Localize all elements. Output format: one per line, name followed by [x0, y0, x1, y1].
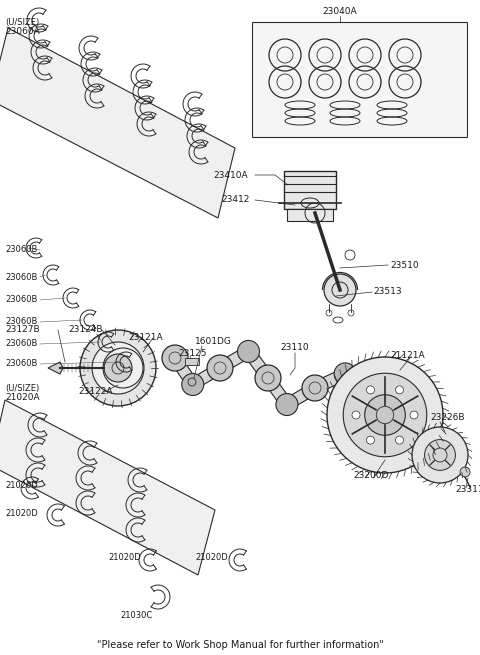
Circle shape — [343, 373, 427, 457]
Circle shape — [396, 386, 404, 394]
Circle shape — [425, 440, 456, 470]
Text: 23200D: 23200D — [353, 470, 388, 479]
Text: 23513: 23513 — [373, 288, 402, 297]
Text: 21020D: 21020D — [5, 481, 38, 491]
Text: 23226B: 23226B — [430, 413, 465, 422]
Text: 23060B: 23060B — [5, 246, 37, 255]
Circle shape — [92, 342, 144, 394]
Circle shape — [80, 330, 156, 406]
Polygon shape — [252, 22, 467, 137]
Text: 21020D: 21020D — [5, 508, 38, 517]
Polygon shape — [48, 362, 63, 374]
Text: (U/SIZE): (U/SIZE) — [5, 18, 39, 26]
Polygon shape — [0, 400, 215, 575]
Text: 1601DG: 1601DG — [195, 337, 232, 346]
Text: (U/SIZE): (U/SIZE) — [5, 383, 39, 392]
Circle shape — [182, 373, 204, 396]
Circle shape — [352, 411, 360, 419]
Polygon shape — [360, 394, 417, 439]
Circle shape — [365, 395, 405, 436]
Circle shape — [255, 365, 281, 391]
Circle shape — [238, 341, 260, 362]
Text: 21020D: 21020D — [108, 553, 141, 563]
Text: 23412: 23412 — [222, 195, 250, 204]
Polygon shape — [266, 370, 317, 413]
Polygon shape — [173, 350, 222, 392]
Circle shape — [402, 405, 428, 431]
Bar — [287, 209, 333, 221]
Circle shape — [162, 345, 188, 371]
Text: 23410A: 23410A — [214, 170, 248, 179]
Polygon shape — [218, 344, 270, 386]
Circle shape — [276, 394, 298, 415]
Circle shape — [367, 436, 374, 444]
Circle shape — [334, 363, 356, 385]
Text: 23110: 23110 — [281, 343, 309, 352]
Circle shape — [396, 436, 404, 444]
Text: 23121A: 23121A — [128, 333, 163, 343]
Text: 23125: 23125 — [178, 348, 206, 358]
Circle shape — [207, 355, 233, 381]
Text: 21020A: 21020A — [5, 394, 40, 403]
Polygon shape — [0, 28, 235, 218]
Bar — [185, 358, 199, 365]
Text: 21030C: 21030C — [120, 610, 152, 620]
Text: 23510: 23510 — [390, 261, 419, 269]
Text: 23060B: 23060B — [5, 339, 37, 348]
Text: 23060B: 23060B — [5, 318, 37, 326]
Text: 21020D: 21020D — [195, 553, 228, 563]
Circle shape — [324, 274, 356, 306]
Text: "Please refer to Work Shop Manual for further information": "Please refer to Work Shop Manual for fu… — [96, 640, 384, 650]
Circle shape — [350, 389, 376, 415]
Circle shape — [104, 354, 132, 382]
Bar — [284, 171, 336, 209]
Circle shape — [460, 467, 470, 477]
Text: 23040A: 23040A — [323, 7, 357, 16]
Text: 21121A: 21121A — [390, 350, 425, 360]
Text: 23311B: 23311B — [455, 485, 480, 495]
Text: 23060B: 23060B — [5, 272, 37, 282]
Text: 23127B: 23127B — [5, 326, 40, 335]
Text: 23060A: 23060A — [5, 28, 40, 37]
Circle shape — [327, 357, 443, 473]
Circle shape — [302, 375, 328, 401]
Circle shape — [412, 427, 468, 483]
Text: 23124B: 23124B — [68, 326, 103, 335]
Circle shape — [410, 411, 418, 419]
Text: 23060B: 23060B — [5, 360, 37, 369]
Polygon shape — [313, 366, 365, 409]
Circle shape — [367, 386, 374, 394]
Text: 23060B: 23060B — [5, 295, 37, 305]
Text: 23122A: 23122A — [78, 388, 112, 396]
